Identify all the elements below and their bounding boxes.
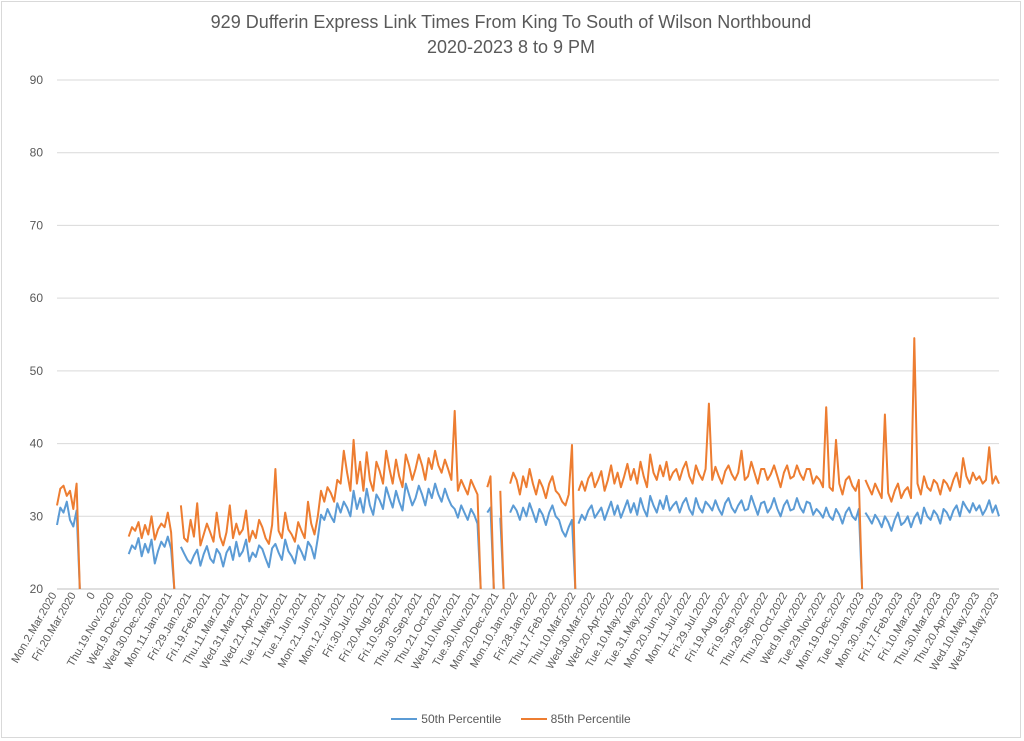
- y-tick-label: 60: [30, 291, 44, 305]
- legend: 50th Percentile 85th Percentile: [0, 709, 1022, 726]
- chart-subtitle: 2020-2023 8 to 9 PM: [426, 37, 596, 57]
- x-tick-label: 0: [85, 590, 98, 601]
- y-tick-label: 20: [30, 582, 44, 596]
- chart-title: 929 Dufferin Express Link Times From Kin…: [210, 12, 812, 32]
- legend-item-85th: 85th Percentile: [520, 712, 631, 726]
- legend-item-50th: 50th Percentile: [391, 712, 501, 726]
- y-tick-label: 80: [30, 146, 44, 160]
- y-tick-label: 30: [30, 509, 44, 523]
- y-tick-label: 40: [30, 437, 44, 451]
- legend-swatch-50th: [391, 718, 418, 720]
- series-line-0: [56, 482, 1000, 590]
- legend-label-50th: 50th Percentile: [421, 712, 502, 726]
- y-tick-label: 70: [30, 218, 44, 232]
- chart-title-block: 929 Dufferin Express Link Times From Kin…: [0, 10, 1022, 60]
- legend-label-85th: 85th Percentile: [550, 712, 631, 726]
- legend-swatch-85th: [520, 718, 547, 720]
- y-tick-label: 50: [30, 364, 44, 378]
- series-line-1: [56, 337, 1000, 590]
- y-tick-label: 90: [30, 73, 44, 87]
